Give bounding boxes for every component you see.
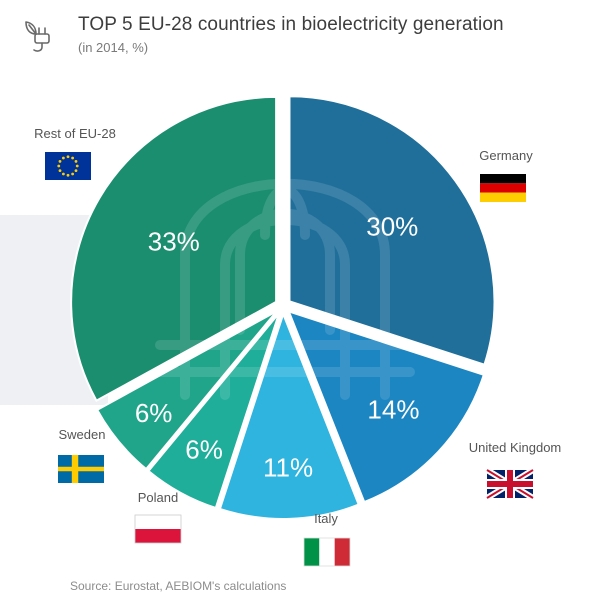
data-label-germany: 30% bbox=[366, 212, 418, 242]
data-label-italy: 11% bbox=[263, 453, 313, 483]
pie-slice-poland bbox=[147, 312, 281, 510]
legend-label-sweden: Sweden bbox=[59, 427, 106, 442]
plug-watermark-shape bbox=[155, 178, 415, 400]
legend-label-united-kingdom: United Kingdom bbox=[469, 440, 562, 455]
chart-subtitle: (in 2014, %) bbox=[78, 40, 149, 55]
pie-slice-italy bbox=[218, 311, 361, 520]
plug-leaf-icon bbox=[25, 21, 50, 52]
plug-watermark-icon bbox=[155, 178, 415, 400]
pie-slice-sweden bbox=[95, 310, 278, 471]
legend-label-germany: Germany bbox=[479, 148, 533, 163]
data-labels: 30% 14% 11% 6% 6% 33% bbox=[135, 212, 420, 483]
poland-flag-icon bbox=[134, 514, 182, 544]
data-label-rest-of-eu-28: 33% bbox=[148, 226, 200, 256]
pie-slice-rest-of-eu-28 bbox=[70, 95, 278, 403]
germany-flag-icon bbox=[480, 174, 526, 202]
source-note: Source: Eurostat, AEBIOM's calculations bbox=[70, 579, 287, 593]
legend-label-italy: Italy bbox=[314, 511, 338, 526]
italy-flag-icon bbox=[303, 537, 351, 567]
chart-title: TOP 5 EU-28 countries in bioelectricity … bbox=[78, 14, 504, 35]
legend-label-rest-of-eu-28: Rest of EU-28 bbox=[34, 126, 116, 141]
data-label-poland: 6% bbox=[185, 435, 223, 465]
european-union-flag-icon bbox=[45, 152, 91, 180]
united-kingdom-flag-icon bbox=[485, 467, 535, 501]
pie-slice-united-kingdom bbox=[287, 309, 486, 504]
legend: Germany United Kingdom Italy Poland Sweden Re… bbox=[34, 126, 562, 567]
data-label-united-kingdom: 14% bbox=[367, 395, 419, 425]
pie-slices bbox=[70, 95, 496, 520]
legend-label-poland: Poland bbox=[138, 490, 178, 505]
pie-slice-germany bbox=[288, 95, 496, 366]
data-label-sweden: 6% bbox=[135, 398, 173, 428]
sweden-flag-icon bbox=[58, 455, 104, 483]
